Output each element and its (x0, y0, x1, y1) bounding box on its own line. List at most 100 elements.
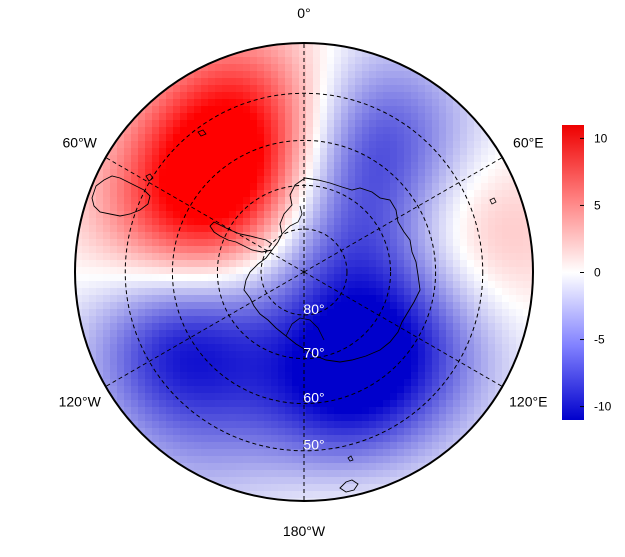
field-cell (383, 197, 391, 205)
field-cell (495, 197, 503, 205)
field-cell (166, 393, 174, 401)
field-cell (215, 246, 223, 254)
field-cell (264, 239, 272, 247)
field-cell (131, 120, 139, 128)
field-cell (243, 288, 251, 296)
field-cell (418, 197, 426, 205)
field-cell (278, 183, 286, 191)
field-cell (397, 337, 405, 345)
field-cell (292, 414, 300, 422)
field-cell (425, 127, 433, 135)
field-cell (390, 134, 398, 142)
field-cell (327, 337, 335, 345)
field-cell (348, 309, 356, 317)
field-cell (495, 204, 503, 212)
field-cell (488, 232, 496, 240)
field-cell (390, 456, 398, 464)
field-cell (425, 99, 433, 107)
field-cell (285, 169, 293, 177)
field-cell (383, 204, 391, 212)
field-cell (327, 246, 335, 254)
field-cell (285, 162, 293, 170)
field-cell (173, 218, 181, 226)
field-cell (355, 141, 363, 149)
field-cell (264, 477, 272, 485)
field-cell (292, 246, 300, 254)
field-cell (502, 337, 510, 345)
field-cell (397, 197, 405, 205)
field-cell (264, 197, 272, 205)
field-cell (103, 218, 111, 226)
field-cell (285, 400, 293, 408)
field-cell (229, 302, 237, 310)
field-cell (306, 85, 314, 93)
field-cell (509, 344, 517, 352)
field-cell (446, 106, 454, 114)
field-cell (271, 337, 279, 345)
field-cell (124, 365, 132, 373)
field-cell (215, 393, 223, 401)
field-cell (215, 274, 223, 282)
field-cell (285, 372, 293, 380)
field-cell (320, 351, 328, 359)
field-cell (411, 309, 419, 317)
field-cell (362, 141, 370, 149)
field-cell (201, 386, 209, 394)
field-cell (278, 113, 286, 121)
field-cell (502, 386, 510, 394)
field-cell (187, 288, 195, 296)
field-cell (285, 232, 293, 240)
field-cell (208, 197, 216, 205)
field-cell (488, 260, 496, 268)
field-cell (411, 295, 419, 303)
field-cell (495, 155, 503, 163)
field-cell (530, 260, 533, 268)
field-cell (131, 288, 139, 296)
field-cell (236, 358, 244, 366)
field-cell (229, 400, 237, 408)
field-cell (341, 379, 349, 387)
field-cell (334, 85, 342, 93)
field-cell (236, 344, 244, 352)
field-cell (439, 92, 447, 100)
field-cell (411, 442, 419, 450)
field-cell (355, 113, 363, 121)
field-cell (222, 113, 230, 121)
field-cell (313, 141, 321, 149)
field-cell (348, 344, 356, 352)
field-cell (208, 470, 216, 478)
field-cell (467, 344, 475, 352)
colorbar-tick-label: 5 (594, 198, 601, 212)
field-cell (201, 204, 209, 212)
field-cell (516, 176, 524, 184)
field-cell (418, 449, 426, 457)
field-cell (439, 393, 447, 401)
field-cell (103, 281, 111, 289)
field-cell (292, 428, 300, 436)
field-cell (180, 330, 188, 338)
field-cell (215, 470, 223, 478)
field-cell (173, 365, 181, 373)
field-cell (488, 337, 496, 345)
field-cell (313, 169, 321, 177)
field-cell (201, 78, 209, 86)
field-cell (285, 99, 293, 107)
field-cell (481, 197, 489, 205)
field-cell (271, 183, 279, 191)
field-cell (313, 134, 321, 142)
field-cell (516, 302, 524, 310)
field-cell (516, 330, 524, 338)
field-cell (460, 288, 468, 296)
field-cell (390, 246, 398, 254)
field-cell (271, 85, 279, 93)
field-cell (425, 162, 433, 170)
field-cell (236, 225, 244, 233)
field-cell (341, 155, 349, 163)
field-cell (117, 295, 125, 303)
field-cell (264, 134, 272, 142)
field-cell (117, 351, 125, 359)
field-cell (306, 57, 314, 65)
field-cell (460, 344, 468, 352)
field-cell (285, 323, 293, 331)
